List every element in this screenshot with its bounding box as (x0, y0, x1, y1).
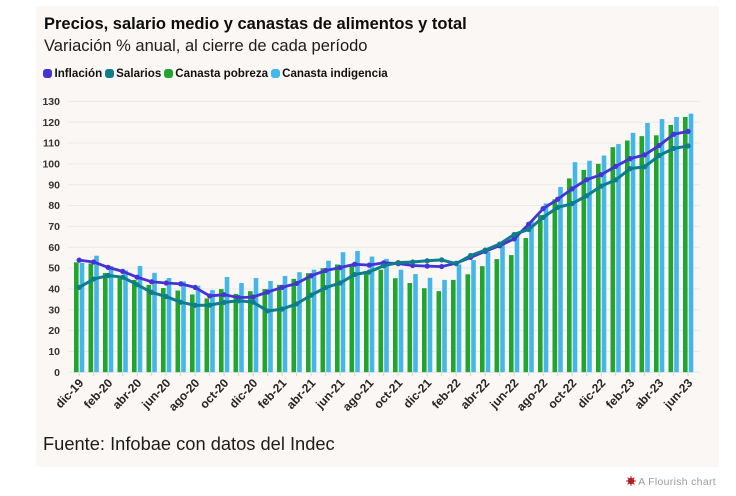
svg-text:100: 100 (42, 158, 60, 170)
svg-text:70: 70 (48, 221, 60, 233)
svg-text:oct-21: oct-21 (371, 376, 406, 412)
svg-text:60: 60 (48, 242, 60, 254)
svg-text:abr-23: abr-23 (632, 376, 667, 412)
svg-text:30: 30 (48, 304, 60, 316)
svg-text:120: 120 (42, 117, 60, 129)
svg-text:feb-20: feb-20 (81, 376, 116, 412)
svg-text:40: 40 (48, 283, 60, 295)
svg-text:0: 0 (54, 367, 60, 379)
svg-text:feb-21: feb-21 (255, 376, 290, 412)
svg-text:dic-21: dic-21 (400, 376, 434, 411)
svg-text:dic-20: dic-20 (226, 376, 260, 411)
svg-text:abr-21: abr-21 (284, 376, 319, 412)
svg-text:ago-22: ago-22 (514, 376, 551, 414)
svg-text:abr-20: abr-20 (110, 376, 145, 412)
svg-text:feb-23: feb-23 (603, 376, 638, 412)
svg-text:jun-23: jun-23 (660, 376, 695, 412)
svg-text:abr-22: abr-22 (458, 376, 493, 412)
svg-text:ago-21: ago-21 (340, 376, 377, 414)
svg-text:130: 130 (42, 96, 60, 108)
svg-text:50: 50 (48, 263, 60, 275)
svg-text:dic-19: dic-19 (52, 376, 86, 411)
svg-text:20: 20 (48, 325, 60, 337)
svg-text:90: 90 (48, 179, 60, 191)
svg-text:110: 110 (43, 138, 60, 150)
svg-text:oct-20: oct-20 (197, 376, 232, 412)
svg-text:80: 80 (48, 200, 60, 212)
svg-text:feb-22: feb-22 (429, 376, 464, 412)
svg-text:oct-22: oct-22 (545, 376, 580, 412)
svg-text:dic-22: dic-22 (574, 376, 608, 411)
svg-text:ago-20: ago-20 (166, 376, 203, 414)
svg-text:10: 10 (48, 346, 60, 358)
